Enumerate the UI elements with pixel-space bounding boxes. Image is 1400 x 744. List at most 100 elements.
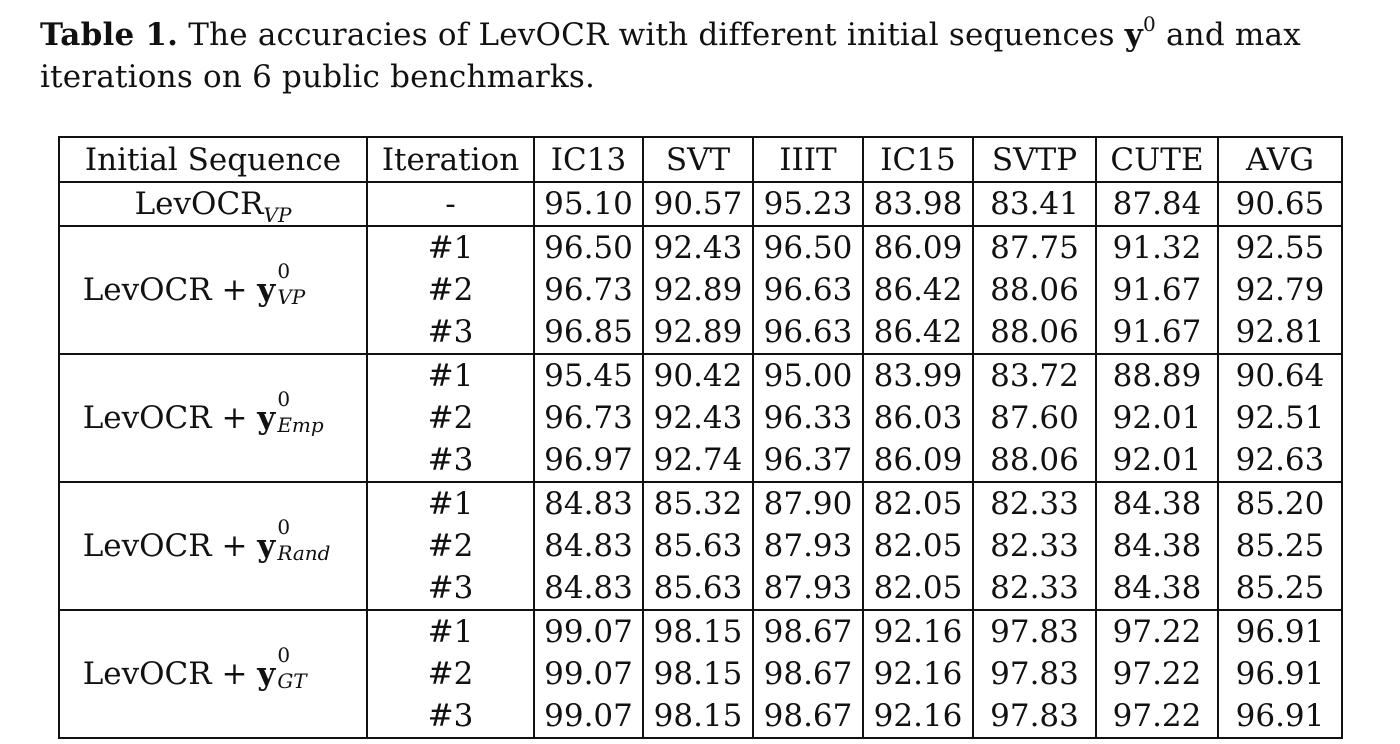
value-cell: 82.33	[972, 482, 1097, 525]
value-cell: 84.83	[533, 525, 644, 567]
row-label-subscript: GT	[277, 668, 307, 693]
table-row: #2 96.73 92.43 96.33 86.03 87.60 92.01 92.51	[59, 397, 1343, 439]
table-row: #3 96.97 92.74 96.37 86.09 88.06 92.01 92.63	[59, 439, 1343, 483]
row-label-prefix: LevOCR +	[82, 400, 258, 436]
value-cell: 92.63	[1217, 439, 1343, 483]
value-cell: 90.64	[1217, 354, 1343, 397]
value-cell: 97.22	[1095, 695, 1219, 739]
row-label-symbol: y	[257, 656, 276, 692]
row-label-scripts: 0 GT	[275, 645, 343, 693]
value-cell: 85.63	[642, 525, 754, 567]
column-header: CUTE	[1095, 136, 1219, 183]
row-label-scripts: 0 VP	[275, 261, 343, 309]
value-cell: 96.97	[533, 439, 644, 483]
value-cell: 92.79	[1217, 269, 1343, 311]
row-label-superscript: 0	[277, 258, 291, 283]
row-label: LevOCRVP	[58, 182, 368, 227]
table-row: #3 96.85 92.89 96.63 86.42 88.06 91.67 92.81	[59, 311, 1343, 355]
value-cell: 85.63	[642, 567, 754, 611]
value-cell: 92.81	[1217, 311, 1343, 355]
value-cell: 97.83	[972, 695, 1097, 739]
value-cell: 88.06	[972, 311, 1097, 355]
value-cell: 95.45	[533, 354, 644, 397]
value-cell: 85.25	[1217, 567, 1343, 611]
iteration-cell: #3	[366, 439, 535, 483]
value-cell: 82.05	[862, 567, 974, 611]
value-cell: 98.15	[642, 695, 754, 739]
caption-text-before: The accuracies of LevOCR with different …	[188, 17, 1115, 53]
value-cell: 98.15	[642, 610, 754, 653]
value-cell: 96.50	[533, 226, 644, 269]
value-cell: 84.83	[533, 567, 644, 611]
value-cell: 95.00	[752, 354, 864, 397]
row-label: LevOCR + y 0 GT	[58, 610, 368, 739]
table-row: LevOCR + y 0 Emp #1 95.45 90.42 95.00 83.99 83.7…	[58, 354, 1343, 483]
table-row: #2 84.83 85.63 87.93 82.05 82.33 84.38 85.25	[59, 525, 1343, 567]
caption-text-after: and max iterations on 6 public benchmark…	[40, 17, 1301, 95]
value-cell: 96.50	[752, 226, 864, 269]
value-cell: 92.89	[642, 269, 754, 311]
value-cell: 97.83	[972, 610, 1097, 653]
value-cell: 97.22	[1095, 610, 1219, 653]
value-cell: 99.07	[533, 695, 644, 739]
value-cell: 98.67	[752, 695, 864, 739]
table-row: #2 96.73 92.89 96.63 86.42 88.06 91.67 92.79	[59, 269, 1343, 311]
column-header: Initial Sequence	[58, 136, 368, 183]
value-cell: 92.16	[862, 610, 974, 653]
value-cell: 92.89	[642, 311, 754, 355]
value-cell: 87.84	[1095, 182, 1219, 227]
value-cell: 91.67	[1095, 311, 1219, 355]
table-row-baseline: LevOCRVP -95.10 90.57 95.23 83.98 83.41 87.84 9…	[58, 182, 1343, 227]
row-label-symbol: y	[257, 528, 276, 564]
row-label-scripts: 0 Emp	[275, 389, 343, 437]
value-cell: 96.37	[752, 439, 864, 483]
iteration-cell: #1	[366, 226, 535, 269]
value-cell: 98.67	[752, 653, 864, 695]
value-cell: 82.05	[862, 525, 974, 567]
value-cell: 84.38	[1095, 482, 1219, 525]
iteration-cell: #3	[366, 311, 535, 355]
value-cell: 83.99	[862, 354, 974, 397]
iteration-cell: #3	[366, 695, 535, 739]
value-cell: 96.63	[752, 311, 864, 355]
results-table: Initial Sequence Iteration IC13 SVT IIIT IC15…	[58, 136, 1343, 739]
table-body: LevOCRVP -95.10 90.57 95.23 83.98 83.41 87.84 9…	[58, 182, 1343, 739]
value-cell: 95.10	[533, 182, 644, 227]
value-cell: 92.55	[1217, 226, 1343, 269]
value-cell: 84.83	[533, 482, 644, 525]
column-header: SVTP	[972, 136, 1097, 183]
value-cell: 98.15	[642, 653, 754, 695]
value-cell: 88.89	[1095, 354, 1219, 397]
value-cell: 85.32	[642, 482, 754, 525]
value-cell: 85.20	[1217, 482, 1343, 525]
column-header: AVG	[1217, 136, 1343, 183]
iteration-cell: #3	[366, 567, 535, 611]
value-cell: 95.23	[752, 182, 864, 227]
value-cell: 96.33	[752, 397, 864, 439]
iteration-cell: #2	[366, 653, 535, 695]
row-label: LevOCR + y 0 Emp	[58, 354, 368, 483]
row-label-text: LevOCR	[134, 186, 264, 222]
row-label-superscript: 0	[277, 642, 291, 667]
value-cell: 92.43	[642, 397, 754, 439]
row-label-subscript: Emp	[277, 412, 324, 437]
row-label: LevOCR + y 0 Rand	[58, 482, 368, 611]
value-cell: 92.74	[642, 439, 754, 483]
row-label-prefix: LevOCR +	[82, 272, 258, 308]
row-label-symbol: y	[257, 272, 276, 308]
row-label-subscript: VP	[277, 284, 306, 309]
value-cell: 87.75	[972, 226, 1097, 269]
value-cell: 92.16	[862, 695, 974, 739]
value-cell: 88.06	[972, 269, 1097, 311]
table-row: LevOCR + y 0 GT #1 99.07 98.15 98.67 92.16 97.83…	[58, 610, 1343, 739]
row-label: LevOCR + y 0 VP	[58, 226, 368, 355]
value-cell: 86.42	[862, 311, 974, 355]
column-header: IIIT	[752, 136, 864, 183]
value-cell: 84.38	[1095, 567, 1219, 611]
value-cell: 87.90	[752, 482, 864, 525]
value-cell: 92.51	[1217, 397, 1343, 439]
table-row: #2 99.07 98.15 98.67 92.16 97.83 97.22 96.91	[59, 653, 1343, 695]
value-cell: 88.06	[972, 439, 1097, 483]
value-cell: 97.22	[1095, 653, 1219, 695]
value-cell: 91.32	[1095, 226, 1219, 269]
